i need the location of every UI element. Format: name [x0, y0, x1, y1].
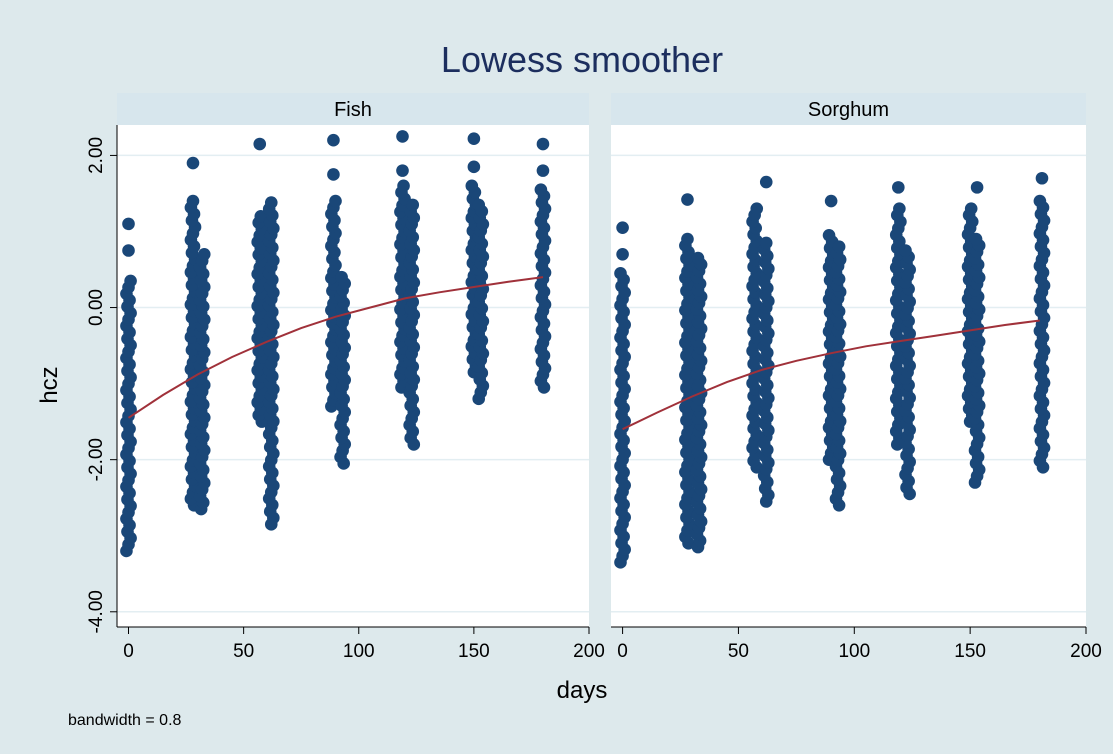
data-point — [534, 183, 548, 196]
data-point — [616, 221, 629, 234]
x-tick-label: 200 — [1070, 641, 1102, 662]
data-point — [197, 248, 211, 261]
x-tick-label: 200 — [573, 641, 605, 662]
panel-strip — [117, 93, 589, 125]
x-tick-label: 100 — [838, 641, 870, 662]
data-point — [536, 137, 550, 151]
y-tick-label: -2.00 — [86, 438, 107, 481]
data-point — [893, 202, 906, 215]
data-point — [335, 270, 348, 284]
panel-strip — [611, 93, 1086, 125]
panel-strip-label: Fish — [334, 99, 372, 121]
panel-fish: Fish 0 50 100 150 200 -4.00 -2.00 0.00 2.00 — [86, 93, 605, 662]
x-tick-label: 0 — [123, 641, 134, 662]
scatter-points — [614, 171, 1051, 569]
y-tick-label: -4.00 — [86, 590, 107, 633]
data-point — [467, 160, 481, 174]
data-point — [1035, 171, 1049, 185]
scatter-points — [120, 130, 552, 558]
data-point — [122, 217, 135, 231]
x-tick-label: 50 — [233, 641, 254, 662]
x-tick-label: 150 — [458, 641, 490, 662]
data-point — [264, 196, 278, 209]
data-point — [832, 240, 846, 253]
x-tick-label: 100 — [343, 641, 375, 662]
y-tick-label: 2.00 — [86, 137, 107, 174]
data-point — [467, 132, 481, 145]
data-point — [1033, 194, 1047, 208]
x-tick-label: 150 — [954, 641, 986, 662]
data-point — [124, 274, 137, 288]
data-point — [254, 209, 268, 223]
data-point — [759, 236, 773, 250]
x-tick-label: 0 — [617, 641, 628, 662]
data-point — [536, 164, 550, 177]
lowess-line — [127, 276, 544, 419]
data-point — [396, 164, 409, 177]
data-point — [472, 198, 486, 212]
data-point — [396, 130, 409, 143]
data-point — [970, 181, 984, 194]
data-point — [122, 244, 135, 257]
data-point — [681, 193, 694, 206]
data-point — [899, 244, 912, 257]
data-point — [327, 168, 340, 181]
data-point — [969, 232, 983, 246]
data-point — [691, 251, 705, 265]
data-point — [397, 179, 410, 193]
data-point — [186, 194, 200, 208]
chart-title: Lowess smoother — [441, 39, 723, 80]
data-point — [822, 228, 836, 242]
data-point — [681, 232, 694, 246]
data-point — [759, 175, 773, 189]
data-point — [616, 248, 629, 261]
data-point — [964, 202, 978, 215]
data-point — [253, 137, 267, 151]
panel-sorghum: Sorghum 0 50 100 150 200 — [611, 93, 1102, 662]
x-tick-label: 50 — [728, 641, 749, 662]
panel-strip-label: Sorghum — [808, 99, 889, 121]
x-axis-label: days — [557, 677, 608, 704]
data-point — [465, 179, 479, 193]
data-point — [824, 194, 838, 208]
y-axis-label: hcz — [36, 366, 63, 403]
data-point — [892, 181, 905, 194]
y-tick-label: 0.00 — [86, 289, 107, 326]
data-point — [614, 267, 627, 280]
data-point — [186, 156, 200, 170]
data-point — [750, 202, 764, 215]
data-point — [329, 194, 342, 208]
data-point — [327, 133, 340, 147]
data-point — [406, 198, 420, 212]
lowess-line — [622, 319, 1040, 431]
bandwidth-note: bandwidth = 0.8 — [68, 712, 182, 729]
